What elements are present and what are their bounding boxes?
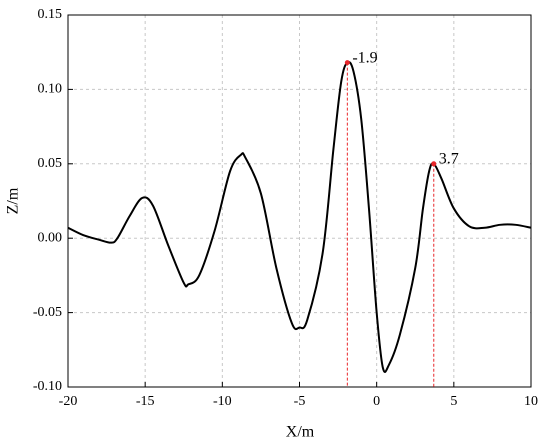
- y-tick-label: 0.05: [38, 156, 63, 171]
- x-axis-title: X/m: [286, 424, 315, 441]
- x-tick-label: 0: [373, 394, 380, 409]
- y-tick-label: 0.10: [38, 82, 63, 97]
- x-tick-label: -10: [213, 394, 232, 409]
- line: [67, 60, 532, 373]
- y-axis-title: Z/m: [5, 187, 22, 214]
- annotation-label: 3.7: [439, 150, 459, 167]
- y-tick-label: -0.10: [33, 379, 62, 394]
- annotation-marker: [431, 161, 437, 167]
- annotation-label: -1.9: [352, 49, 377, 66]
- x-tick-label: 5: [450, 394, 457, 409]
- x-tick-label: -20: [59, 394, 78, 409]
- x-tick-label: -5: [294, 394, 306, 409]
- annotation-marker: [344, 60, 350, 66]
- x-tick-label: 10: [524, 394, 538, 409]
- plot-frame: [67, 14, 532, 388]
- y-tick-label: 0.00: [38, 230, 63, 245]
- y-tick-label: -0.05: [33, 305, 62, 320]
- x-tick-label: -15: [136, 394, 155, 409]
- y-tick-label: 0.15: [38, 7, 63, 22]
